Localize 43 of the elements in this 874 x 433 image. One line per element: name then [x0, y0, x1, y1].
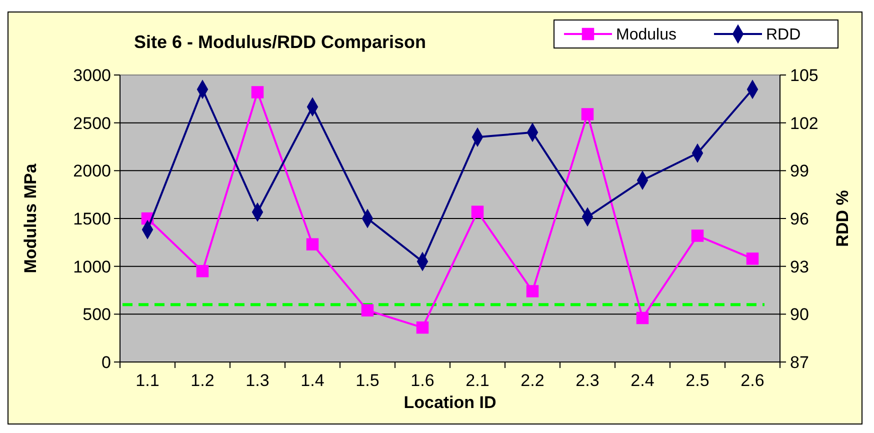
y2-tick-label: 90: [790, 305, 809, 324]
x-tick-label: 2.5: [686, 371, 710, 390]
y-tick-label: 500: [82, 305, 111, 324]
y2-tick-label: 96: [790, 209, 809, 228]
y-tick-label: 2500: [73, 114, 111, 133]
x-tick-label: 1.2: [190, 371, 214, 390]
x-tick-label: 1.5: [356, 371, 380, 390]
point: [196, 264, 209, 278]
y2-tick-label: 99: [790, 162, 809, 181]
y-tick-label: 1000: [73, 257, 111, 276]
x-tick-label: 1.3: [246, 371, 270, 390]
point: [251, 86, 264, 98]
y2-tick-label: 93: [790, 257, 809, 276]
x-tick-label: 2.1: [466, 371, 490, 390]
x-tick-label: 1.1: [136, 371, 160, 390]
y-tick-label: 2000: [73, 162, 111, 181]
y-tick-label: 3000: [73, 66, 111, 85]
x-tick-label: 2.6: [740, 371, 764, 390]
y-tick-label: 0: [102, 352, 111, 372]
x-tick-label: 1.6: [410, 371, 434, 390]
y-tick-label: 1500: [73, 209, 111, 228]
y2-tick-label: 102: [790, 114, 818, 133]
point: [471, 206, 484, 218]
x-tick-label: 2.4: [630, 371, 654, 390]
chart-title: Site 6 - Modulus/RDD Comparison: [134, 32, 426, 52]
y-axis-title: Modulus MPa: [21, 163, 40, 274]
x-axis-title: Location ID: [404, 393, 496, 412]
x-tick-label: 1.4: [300, 371, 324, 390]
legend-label: Modulus: [616, 26, 676, 44]
point: [361, 304, 374, 316]
point: [306, 238, 319, 250]
x-tick-label: 2.3: [576, 371, 600, 390]
y2-tick-label: 87: [790, 352, 809, 372]
legend-label: RDD: [766, 26, 801, 44]
point: [636, 312, 649, 324]
point: [416, 321, 429, 334]
point: [526, 285, 539, 298]
point: [691, 230, 704, 242]
point: [581, 108, 594, 120]
y2-axis-title: RDD %: [833, 190, 852, 247]
x-tick-label: 2.2: [520, 371, 544, 390]
y2-tick-label: 105: [790, 66, 818, 85]
point: [746, 252, 759, 265]
